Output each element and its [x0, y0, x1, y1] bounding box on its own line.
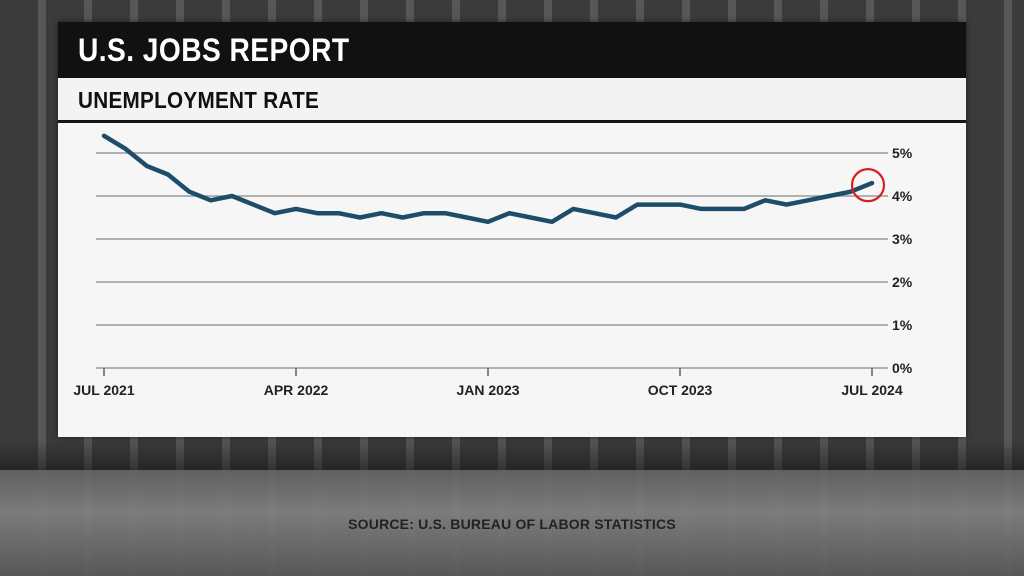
highlight-circle: [850, 167, 886, 203]
data-point: [550, 220, 554, 224]
x-tick-label: JUL 2024: [841, 382, 902, 398]
chart-subtitle: UNEMPLOYMENT RATE: [78, 87, 320, 113]
data-point: [486, 220, 490, 224]
data-point: [806, 198, 810, 202]
page-title: U.S. JOBS REPORT: [78, 32, 350, 68]
data-point: [443, 211, 447, 215]
data-point: [870, 181, 874, 185]
data-point: [422, 211, 426, 215]
data-point: [465, 216, 469, 219]
data-point: [401, 216, 405, 219]
data-point: [166, 173, 170, 176]
data-point: [507, 211, 511, 215]
data-point: [273, 211, 277, 215]
data-point: [529, 216, 533, 219]
title-bar: U.S. JOBS REPORT: [58, 22, 966, 78]
data-point: [571, 207, 575, 211]
data-point: [593, 211, 597, 215]
data-point: [102, 134, 106, 138]
data-point: [315, 211, 319, 215]
data-point: [657, 203, 661, 207]
data-point: [123, 147, 127, 151]
source-note: SOURCE: U.S. BUREAU OF LABOR STATISTICS: [348, 516, 676, 532]
plot-area: 0% 1% 2% 3% 4% 5% JUL 2021 APR 2022 JAN 2023 OCT …: [58, 123, 966, 532]
x-tick-label: APR 2022: [264, 382, 329, 398]
y-tick-label: 0%: [892, 360, 913, 376]
data-point: [251, 203, 255, 207]
data-point: [699, 207, 703, 211]
data-point: [678, 203, 682, 207]
x-tick-label: JUL 2021: [73, 382, 134, 398]
y-tick-label: 1%: [892, 317, 913, 333]
data-point: [209, 198, 213, 202]
background-floor: [0, 470, 1024, 576]
data-point: [742, 207, 746, 211]
y-tick-label: 2%: [892, 274, 913, 290]
data-point: [337, 211, 341, 215]
y-tick-label: 3%: [892, 231, 913, 247]
data-point: [294, 207, 298, 211]
data-point: [379, 211, 383, 215]
data-point: [827, 194, 831, 198]
y-tick-label: 4%: [892, 188, 913, 204]
data-point: [763, 198, 767, 202]
data-point: [358, 216, 362, 219]
data-point: [187, 190, 191, 194]
data-point: [635, 203, 639, 207]
subtitle-bar: UNEMPLOYMENT RATE: [58, 78, 966, 123]
chart-panel: U.S. JOBS REPORT UNEMPLOYMENT RATE 0% 1% 2…: [58, 22, 966, 532]
data-point: [721, 207, 725, 211]
data-point: [849, 190, 853, 194]
line-chart: 0% 1% 2% 3% 4% 5% JUL 2021 APR 2022 JAN 2023 OCT …: [73, 133, 913, 398]
x-tick-label: OCT 2023: [648, 382, 713, 398]
data-point: [785, 203, 789, 207]
x-tick-label: JAN 2023: [456, 382, 519, 398]
data-point: [230, 194, 234, 198]
unemployment-rate-line: [101, 133, 875, 225]
data-point: [145, 164, 149, 168]
y-tick-label: 5%: [892, 145, 913, 161]
data-point: [614, 216, 618, 219]
